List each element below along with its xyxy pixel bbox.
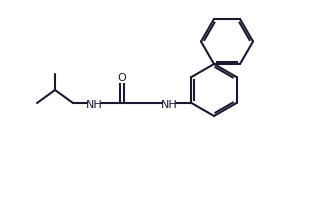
Text: NH: NH xyxy=(86,99,102,109)
Text: O: O xyxy=(118,73,126,83)
Text: NH: NH xyxy=(161,99,177,109)
